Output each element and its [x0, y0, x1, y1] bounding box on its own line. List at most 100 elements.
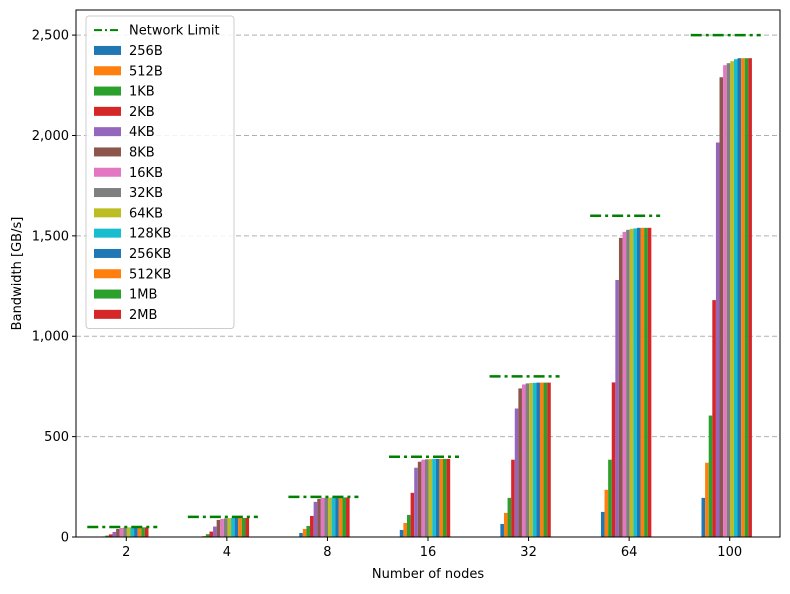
- legend-network-limit-label: Network Limit: [129, 24, 220, 39]
- y-tick-label: 1,000: [32, 330, 69, 345]
- bar: [134, 527, 138, 537]
- legend-swatch: [94, 46, 121, 55]
- bar: [608, 460, 612, 537]
- legend-swatch: [94, 188, 121, 197]
- bar: [310, 516, 314, 537]
- bar: [314, 502, 318, 537]
- legend-swatch: [94, 168, 121, 177]
- bar: [612, 382, 616, 537]
- bar: [529, 383, 533, 537]
- bar: [738, 58, 742, 537]
- legend-label: 1KB: [129, 85, 155, 100]
- legend-label: 256KB: [129, 247, 171, 262]
- bar: [299, 533, 303, 537]
- bar: [116, 529, 120, 537]
- legend-label: 16KB: [129, 166, 163, 181]
- bar: [522, 384, 526, 537]
- legend-label: 32KB: [129, 186, 163, 201]
- bar: [601, 512, 605, 537]
- bar: [644, 228, 648, 537]
- bar: [436, 459, 440, 537]
- legend-label: 2MB: [129, 308, 157, 323]
- bar: [403, 523, 407, 537]
- bar: [630, 229, 634, 537]
- bar: [303, 529, 307, 537]
- legend-swatch: [94, 127, 121, 136]
- bar: [400, 530, 404, 537]
- y-tick-label: 2,500: [32, 29, 69, 44]
- bar: [540, 383, 544, 537]
- bar: [130, 527, 134, 537]
- bar: [414, 468, 418, 537]
- bar: [615, 280, 619, 537]
- bar: [533, 383, 537, 537]
- bar: [120, 528, 124, 537]
- bar: [339, 497, 343, 537]
- bar: [633, 228, 637, 537]
- bar: [224, 518, 228, 537]
- bar: [425, 459, 429, 537]
- bar: [511, 460, 515, 537]
- x-tick-label: 64: [621, 545, 638, 560]
- bar: [242, 518, 246, 537]
- bar: [723, 65, 727, 537]
- bar: [238, 518, 242, 537]
- bar: [306, 526, 310, 537]
- bar: [342, 497, 346, 537]
- bar: [518, 388, 522, 537]
- bar: [127, 527, 131, 537]
- legend-swatch: [94, 229, 121, 238]
- bar: [741, 58, 745, 537]
- bar: [536, 383, 540, 537]
- bar: [235, 518, 239, 537]
- bar: [112, 532, 116, 537]
- bar: [418, 462, 422, 537]
- legend-swatch: [94, 147, 121, 156]
- bar: [332, 497, 336, 537]
- y-tick-label: 0: [61, 531, 69, 546]
- bar: [605, 490, 609, 537]
- bar: [637, 228, 641, 537]
- legend-label: 64KB: [129, 206, 163, 221]
- bar: [220, 519, 224, 537]
- legend-swatch: [94, 290, 121, 299]
- x-axis-label: Number of nodes: [372, 567, 484, 582]
- bar: [730, 61, 734, 537]
- legend-swatch: [94, 208, 121, 217]
- bar: [547, 383, 551, 537]
- x-tick-label: 100: [717, 545, 742, 560]
- bar: [526, 383, 530, 537]
- bar: [231, 518, 235, 537]
- bar: [623, 232, 627, 537]
- bar: [727, 63, 731, 537]
- bar: [705, 463, 709, 537]
- legend-swatch: [94, 269, 121, 278]
- legend-swatch: [94, 66, 121, 75]
- bar: [504, 513, 508, 537]
- legend-swatch: [94, 87, 121, 96]
- legend-label: 4KB: [129, 125, 155, 140]
- bar: [745, 58, 749, 537]
- bar: [324, 498, 328, 537]
- x-tick-label: 2: [122, 545, 130, 560]
- bar: [648, 228, 652, 537]
- legend-swatch: [94, 310, 121, 319]
- bar: [544, 383, 548, 537]
- bar: [748, 58, 752, 537]
- bar: [432, 459, 436, 537]
- bar: [734, 59, 738, 537]
- bar: [217, 520, 221, 537]
- x-tick-label: 8: [323, 545, 331, 560]
- x-tick-label: 32: [520, 545, 537, 560]
- bar: [346, 497, 350, 537]
- bar: [626, 230, 630, 537]
- bar: [443, 459, 447, 537]
- bar: [709, 416, 713, 537]
- bar: [411, 493, 415, 537]
- x-tick-label: 4: [223, 545, 231, 560]
- legend-swatch: [94, 249, 121, 258]
- bar: [141, 527, 145, 537]
- bar: [716, 143, 720, 537]
- legend: Network Limit256B512B1KB2KB4KB8KB16KB32K…: [86, 16, 234, 329]
